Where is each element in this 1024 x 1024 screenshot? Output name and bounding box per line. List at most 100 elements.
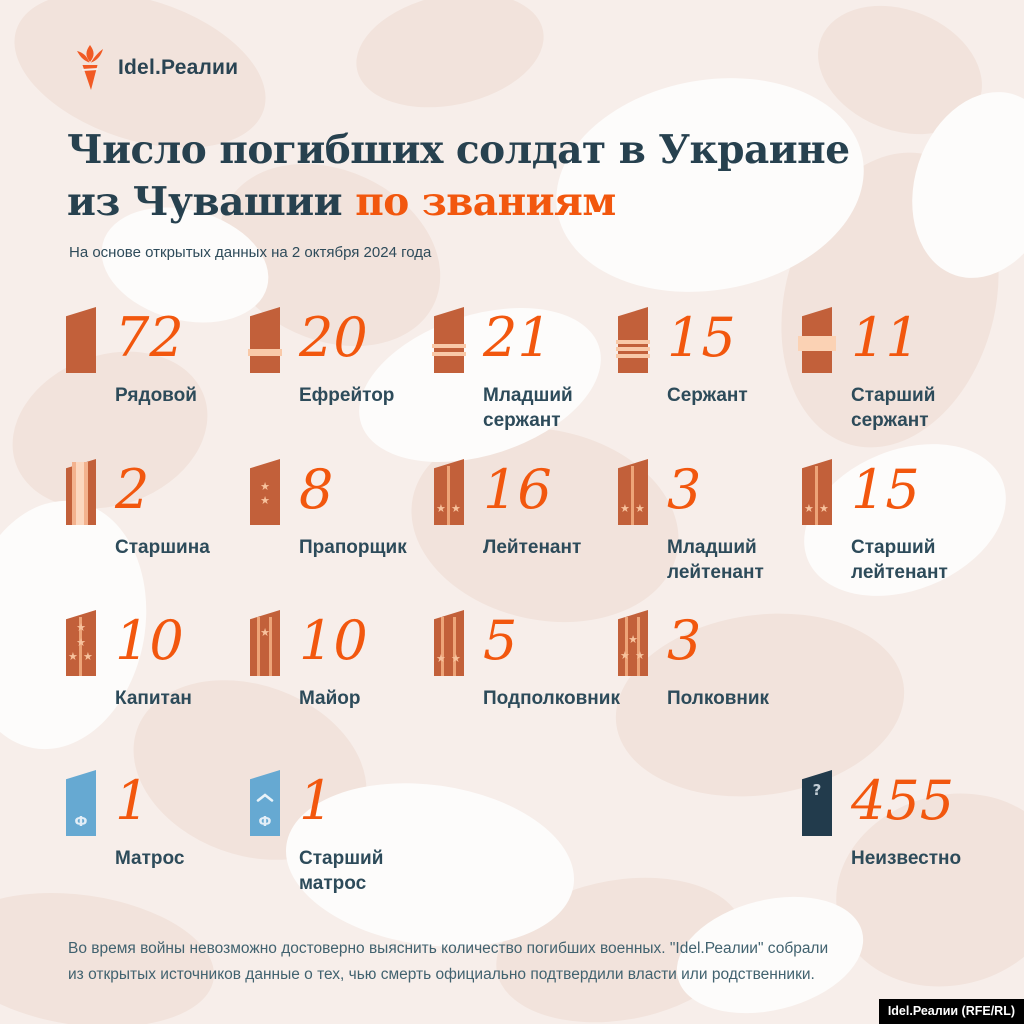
rank-count: 16	[483, 458, 552, 521]
title-accent: по званиям	[355, 178, 616, 225]
star-icon: ★	[83, 650, 93, 663]
footnote: Во время войны невозможно достоверно выя…	[68, 936, 828, 989]
page-title: Число погибших солдат в Украине из Чуваши…	[67, 125, 850, 229]
rank-label: Неизвестно	[851, 848, 962, 869]
rank-count: 455	[851, 769, 955, 832]
rank-cell-mladshiy-serzhant: 21 Младший сержант	[432, 305, 633, 433]
rank-count: 1	[115, 769, 150, 832]
rank-cell-efreitor: 20 Ефрейтор	[248, 305, 449, 408]
rank-cell-podpolkovnik: ★ ★ 5 Подполковник	[434, 608, 633, 711]
star-icon: ★	[451, 652, 461, 665]
rank-count: 11	[851, 306, 920, 369]
rank-count: 2	[115, 458, 150, 521]
rank-label: Капитан	[115, 688, 192, 709]
rank-insignia-ryadovoy	[66, 307, 96, 373]
rank-cell-starshina: 2 Старшина	[66, 457, 265, 560]
rank-insignia-starshiy-serzhant	[798, 307, 836, 373]
rank-insignia-mladshiy-serzhant	[432, 307, 466, 373]
rank-count: 3	[667, 458, 702, 521]
subtitle: На основе открытых данных на 2 октября 2…	[69, 244, 432, 261]
rank-insignia-leytenant: ★ ★	[434, 459, 464, 525]
rank-cell-mayor: ★ 10 Майор	[250, 608, 449, 711]
star-icon: ★	[620, 649, 630, 662]
rank-count: 15	[667, 306, 736, 369]
rank-count: 3	[667, 609, 702, 672]
fleet-letter-icon: Ф	[258, 815, 272, 830]
rank-label: Ефрейтор	[299, 385, 395, 406]
rank-count: 10	[299, 609, 368, 672]
rank-label: Старший матрос	[299, 848, 384, 895]
star-icon: ★	[635, 502, 645, 515]
rank-label: Прапорщик	[299, 537, 407, 558]
rank-insignia-polkovnik: ★ ★ ★	[618, 610, 648, 676]
rank-count: 1	[299, 769, 334, 832]
fleet-letter-icon: Ф	[74, 815, 88, 830]
rank-insignia-efreitor	[248, 307, 282, 373]
rank-count: 72	[115, 306, 184, 369]
rank-label: Матрос	[115, 848, 185, 869]
idel-realii-logo: Idel.Реалии	[70, 44, 238, 92]
rank-label: Полковник	[667, 688, 770, 709]
rank-label: Подполковник	[483, 688, 620, 709]
rank-label: Майор	[299, 688, 361, 709]
rank-cell-neizvestno: ? 455 Неизвестно	[802, 768, 1001, 871]
footnote-line-2: из открытых источников данные о тех, чью…	[68, 966, 815, 984]
rank-insignia-praporshchik: ★ ★	[250, 459, 280, 525]
title-line-2: из Чувашии	[67, 178, 356, 225]
star-icon: ★	[260, 494, 270, 507]
rank-insignia-starshiy-matros: Ф	[250, 770, 280, 836]
rank-insignia-matros: Ф	[66, 770, 96, 836]
star-icon: ★	[804, 502, 814, 515]
attribution-badge: Idel.Реалии (RFE/RL)	[878, 999, 1024, 1024]
rank-cell-serzhant: 15 Сержант	[616, 305, 817, 408]
rank-cell-ryadovoy: 72 Рядовой	[66, 305, 265, 408]
rank-insignia-mladshiy-leytenant: ★ ★	[618, 459, 648, 525]
chevron-icon	[256, 793, 274, 802]
star-icon: ★	[819, 502, 829, 515]
rank-count: 20	[299, 306, 368, 369]
rank-cell-kapitan: ★ ★ ★ ★ 10 Капитан	[66, 608, 265, 711]
rank-insignia-starshina	[66, 459, 96, 525]
rank-count: 8	[299, 458, 334, 521]
torch-icon	[77, 45, 103, 90]
rank-count: 5	[483, 609, 518, 672]
rank-cell-leytenant: ★ ★ 16 Лейтенант	[434, 457, 633, 560]
rank-label: Старший сержант	[851, 385, 936, 432]
star-icon: ★	[436, 502, 446, 515]
star-icon: ★	[635, 649, 645, 662]
rank-cell-praporshchik: ★ ★ 8 Прапорщик	[250, 457, 449, 560]
rank-insignia-starshiy-leytenant: ★ ★	[802, 459, 832, 525]
rank-cell-matros: Ф 1 Матрос	[66, 768, 265, 871]
star-icon: ★	[76, 621, 86, 634]
rank-label: Сержант	[667, 385, 748, 406]
rank-cell-starshiy-leytenant: ★ ★ 15 Старший лейтенант	[802, 457, 1001, 585]
rank-label: Рядовой	[115, 385, 197, 406]
rank-label: Старший лейтенант	[851, 537, 948, 584]
logo-wordmark: Idel.Реалии	[118, 56, 239, 79]
rank-label: Младший лейтенант	[667, 537, 764, 584]
question-mark-icon: ?	[812, 781, 822, 799]
rank-label: Лейтенант	[483, 537, 582, 558]
rank-insignia-serzhant	[616, 307, 650, 373]
star-icon: ★	[260, 626, 270, 639]
star-icon: ★	[68, 650, 78, 663]
rank-label: Старшина	[115, 537, 210, 558]
rank-cell-starshiy-serzhant: 11 Старший сержант	[798, 305, 1001, 433]
rank-insignia-unknown: ?	[802, 770, 832, 836]
rank-insignia-podpolkovnik: ★ ★	[434, 610, 464, 676]
star-icon: ★	[76, 636, 86, 649]
star-icon: ★	[620, 502, 630, 515]
rank-label: Младший сержант	[483, 385, 573, 432]
rank-insignia-kapitan: ★ ★ ★ ★	[66, 610, 96, 676]
rank-count: 21	[483, 306, 552, 369]
rank-count: 15	[851, 458, 920, 521]
star-icon: ★	[451, 502, 461, 515]
star-icon: ★	[260, 480, 270, 493]
rank-cell-mladshiy-leytenant: ★ ★ 3 Младший лейтенант	[618, 457, 817, 585]
title-line-1: Число погибших солдат в Украине	[67, 127, 850, 173]
star-icon: ★	[628, 633, 638, 646]
rank-cell-starshiy-matros: Ф 1 Старший матрос	[250, 768, 449, 896]
rank-cell-polkovnik: ★ ★ ★ 3 Полковник	[618, 608, 817, 711]
